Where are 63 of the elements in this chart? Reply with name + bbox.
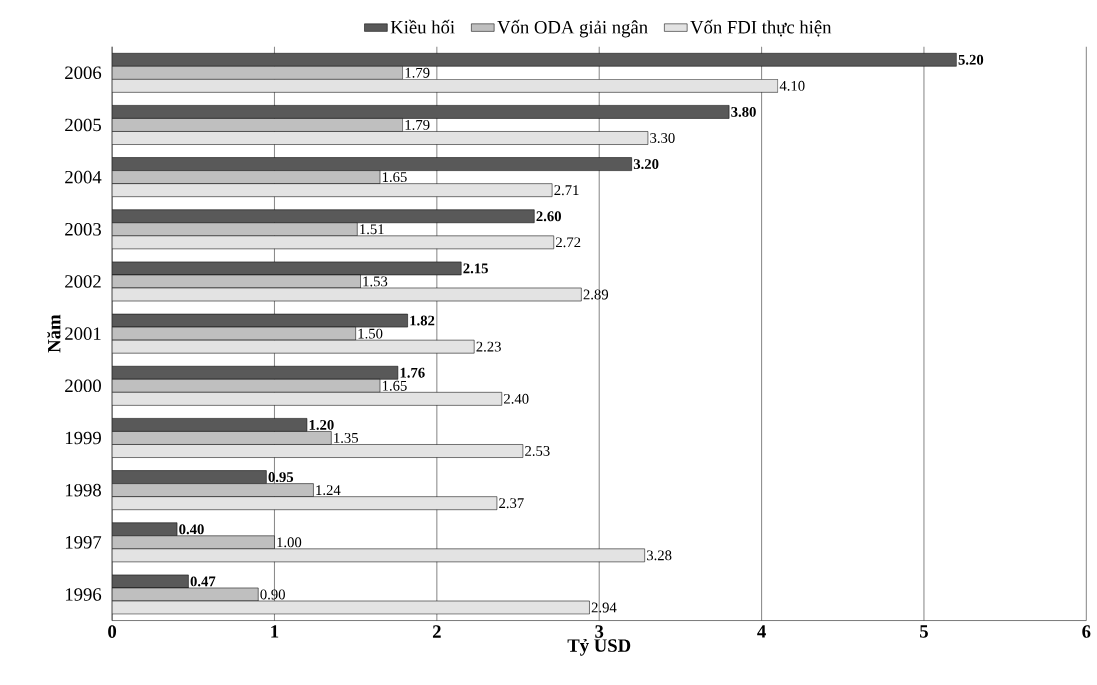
x-tick-label: 3	[595, 625, 604, 639]
data-label: 2.37	[499, 498, 524, 509]
data-label: 4.10	[779, 81, 805, 92]
data-label: 1.79	[405, 68, 430, 78]
data-label: 1.24	[316, 485, 341, 496]
data-label: 1.65	[382, 172, 407, 183]
data-label: 2.89	[583, 289, 609, 300]
y-tick-label: 1999	[65, 431, 101, 445]
bar	[112, 418, 308, 432]
bar	[112, 157, 632, 172]
data-label: 1.79	[405, 120, 430, 131]
legend-label: Vốn FDI thực hiện	[690, 20, 832, 37]
data-label: 2.53	[525, 446, 550, 457]
data-label: 0.95	[268, 472, 294, 483]
x-tick-label: 1	[271, 625, 279, 638]
data-label: 2.94	[591, 602, 617, 613]
data-label: 0.40	[179, 524, 204, 535]
y-tick-label: 1996	[65, 588, 102, 601]
bar	[112, 105, 730, 119]
legend-label: Kiều hối	[390, 20, 455, 34]
data-label: 3.20	[633, 159, 659, 170]
y-tick-label: 2000	[65, 379, 101, 393]
data-label: 1.50	[358, 328, 383, 339]
y-tick-label: 2005	[65, 118, 101, 132]
bar	[112, 209, 535, 224]
x-tick-label: 0	[108, 625, 117, 639]
data-label: 1.82	[410, 315, 435, 326]
data-label: 5.20	[958, 54, 984, 65]
data-label: 1.65	[382, 381, 407, 391]
y-tick-label: 2002	[65, 275, 101, 288]
data-label: 2.23	[476, 341, 501, 352]
data-label: 2.72	[556, 237, 581, 248]
data-label: 0.47	[190, 576, 216, 587]
bar	[112, 470, 267, 485]
data-label: 1.76	[400, 367, 425, 378]
legend-label: Vốn ODA giải ngân	[497, 20, 648, 38]
y-tick-label: 2003	[65, 223, 101, 236]
x-axis-title: Tỷ USD	[567, 639, 631, 656]
y-axis-title: Năm	[47, 314, 61, 353]
data-label: 1.20	[309, 420, 334, 431]
data-label: 3.28	[646, 550, 672, 561]
data-label: 1.35	[334, 433, 359, 444]
data-label: 2.71	[554, 185, 579, 196]
x-tick-label: 2	[432, 625, 441, 638]
data-label: 3.30	[650, 133, 675, 144]
bar	[112, 366, 399, 380]
y-tick-label: 1997	[65, 536, 102, 549]
y-tick-label: 2001	[65, 327, 101, 341]
bar	[112, 53, 957, 67]
data-label: 2.15	[463, 263, 488, 274]
x-tick-label: 4	[757, 625, 766, 638]
x-tick-label: 6	[1082, 625, 1091, 639]
data-label: 1.53	[363, 276, 388, 287]
y-tick-label: 2006	[65, 66, 102, 80]
data-label: 0.90	[260, 589, 285, 600]
y-tick-label: 2004	[65, 171, 102, 184]
x-tick-label: 5	[920, 625, 928, 638]
data-label: 1.00	[277, 537, 302, 548]
data-label: 3.80	[731, 107, 756, 118]
data-label: 2.40	[504, 394, 529, 405]
data-label: 1.51	[360, 224, 384, 235]
data-label: 2.60	[536, 211, 561, 222]
y-tick-label: 1998	[65, 484, 101, 497]
